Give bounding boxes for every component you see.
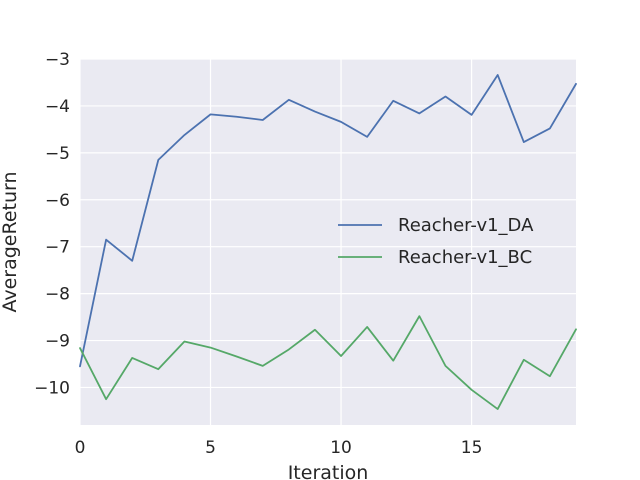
legend-label: Reacher-v1_DA <box>398 215 534 236</box>
x-axis-label: Iteration <box>288 462 369 480</box>
series-line-reacher-v1-bc <box>79 315 577 410</box>
x-tick-label: 5 <box>205 438 216 458</box>
y-tick-label: −3 <box>45 50 70 70</box>
series-lines <box>79 74 577 410</box>
y-tick-label: −5 <box>45 144 70 164</box>
y-axis-label: AverageReturn <box>0 171 21 312</box>
plot-background <box>80 59 576 425</box>
y-tick-label: −9 <box>45 332 70 352</box>
legend: Reacher-v1_DA Reacher-v1_BC <box>338 215 534 268</box>
tick-labels: 0 5 10 15 −10 −9 −8 −7 −6 −5 −4 −3 <box>34 50 482 458</box>
y-tick-label: −10 <box>34 378 70 398</box>
y-tick-label: −4 <box>45 97 70 117</box>
series-line-reacher-v1-da <box>79 74 577 368</box>
y-tick-label: −6 <box>45 191 70 211</box>
grid <box>79 58 576 425</box>
x-tick-label: 0 <box>75 438 86 458</box>
x-tick-label: 15 <box>461 438 483 458</box>
legend-label: Reacher-v1_BC <box>398 247 532 268</box>
y-tick-label: −7 <box>45 238 70 258</box>
y-tick-label: −8 <box>45 285 70 305</box>
x-tick-label: 10 <box>330 438 352 458</box>
